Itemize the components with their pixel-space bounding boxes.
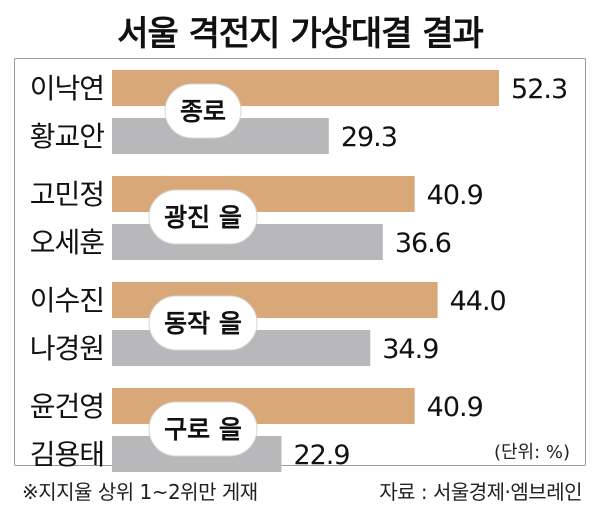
candidate-name: 황교안 (30, 120, 105, 153)
data-label: 40.9 (427, 392, 483, 423)
candidate-name: 나경원 (30, 332, 104, 365)
unit-label: (단위: %) (493, 442, 570, 463)
footnote: ※지지율 상위 1~2위만 게재 (22, 480, 258, 504)
chart-title: 서울 격전지 가상대결 결과 (117, 14, 484, 54)
candidate-name: 김용태 (30, 438, 104, 471)
district-badge (148, 401, 258, 457)
district-badge (148, 295, 258, 351)
district-label: 구로 을 (164, 415, 242, 444)
candidate-name: 윤건영 (30, 390, 104, 423)
candidate-name: 이수진 (30, 284, 104, 317)
data-label: 29.3 (341, 122, 397, 153)
data-label: 34.9 (382, 334, 438, 365)
data-label: 40.9 (427, 180, 483, 211)
candidate-name: 오세훈 (30, 226, 105, 259)
chart-frame (14, 58, 586, 466)
candidate-name: 고민정 (30, 178, 104, 211)
district-label: 동작 을 (164, 309, 242, 338)
district-label: 종로 (180, 97, 226, 126)
data-label: 22.9 (293, 440, 349, 471)
district-label: 광진 을 (164, 203, 242, 232)
data-label: 36.6 (395, 228, 451, 259)
source-note: 자료 : 서울경제·엠브레인 (379, 480, 582, 504)
district-badge (164, 83, 242, 139)
candidate-name: 이낙연 (30, 72, 104, 105)
data-label: 44.0 (450, 286, 506, 317)
data-label: 52.3 (511, 74, 567, 105)
district-badge (148, 189, 258, 245)
